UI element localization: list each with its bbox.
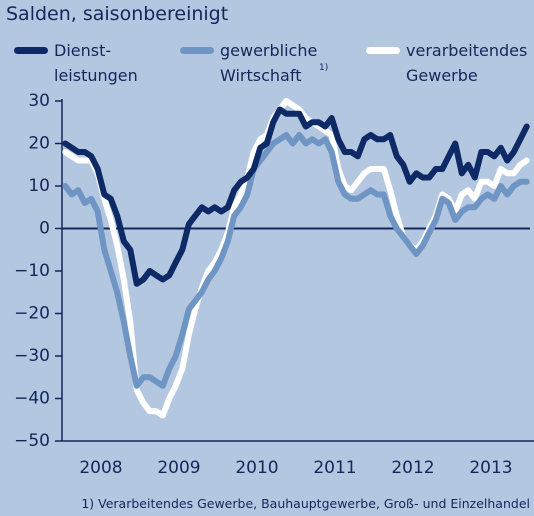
legend-label: gewerbliche Wirtschaft — [220, 41, 318, 85]
x-tick-label: 2011 — [313, 458, 356, 478]
y-tick-label: −40 — [14, 389, 50, 409]
legend-item: verarbeitendes Gewerbe — [366, 38, 527, 88]
x-tick-label: 2009 — [157, 458, 200, 478]
legend-swatch — [366, 47, 400, 54]
footnote-marker: 1) — [319, 63, 329, 73]
y-tick-label: 0 — [39, 219, 50, 239]
y-tick-label: −10 — [14, 261, 50, 281]
x-tick-label: 2010 — [235, 458, 278, 478]
x-tick-label: 2012 — [391, 458, 434, 478]
legend-item: gewerbliche Wirtschaft 1) — [180, 38, 328, 88]
y-tick-label: 10 — [28, 176, 50, 196]
legend-swatch — [14, 47, 48, 54]
series-line — [62, 132, 530, 389]
legend-text: gewerbliche Wirtschaft 1) — [220, 38, 328, 88]
series-line — [62, 106, 530, 287]
y-tick-label: −20 — [14, 304, 50, 324]
legend-label: Dienst- leistungen — [54, 41, 138, 85]
y-tick-label: 30 — [28, 91, 50, 111]
y-tick-label: 20 — [28, 134, 50, 154]
legend-label: verarbeitendes Gewerbe — [406, 41, 528, 85]
footnote: 1) Verarbeitendes Gewerbe, Bauhauptgewer… — [81, 496, 530, 511]
legend-item: Dienst- leistungen — [14, 38, 138, 88]
y-tick-label: −30 — [14, 346, 50, 366]
x-tick-label: 2008 — [79, 458, 122, 478]
legend-swatch — [180, 47, 214, 54]
y-tick-label: −50 — [14, 431, 50, 451]
x-tick-label: 2013 — [469, 458, 512, 478]
chart-title: Salden, saisonbereinigt — [6, 3, 229, 25]
